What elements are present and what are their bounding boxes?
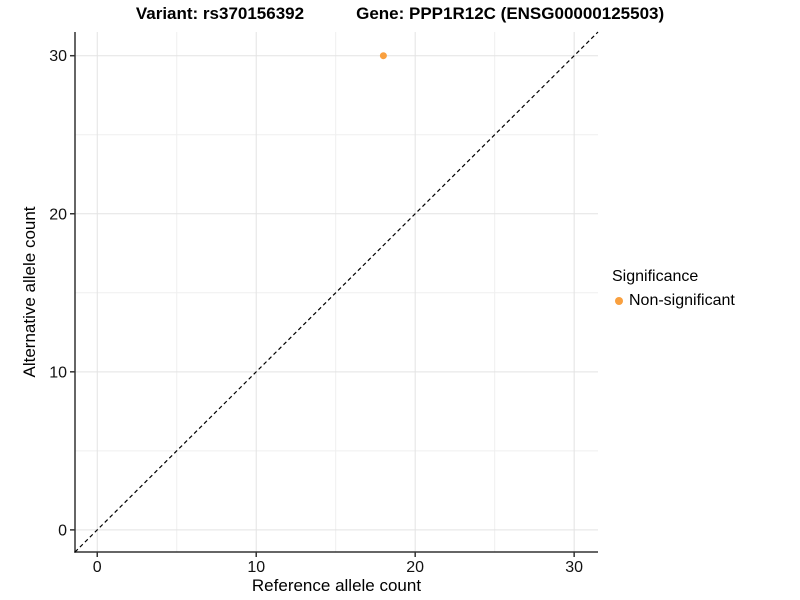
x-tick-label: 20 — [406, 559, 424, 576]
legend-point-icon — [615, 297, 623, 305]
plot-title-gene: Gene: PPP1R12C (ENSG00000125503) — [356, 4, 665, 23]
y-tick-label: 30 — [49, 48, 67, 65]
y-tick-label: 10 — [49, 364, 67, 381]
data-point — [379, 52, 387, 60]
legend-item-label: Non-significant — [629, 292, 735, 309]
y-tick-label: 0 — [58, 522, 67, 539]
x-tick-label: 10 — [247, 559, 265, 576]
y-tick-label: 20 — [49, 206, 67, 223]
legend: Significance Non-significant — [612, 268, 735, 310]
legend-title: Significance — [612, 268, 699, 285]
plot-title-variant: Variant: rs370156392 — [135, 4, 305, 23]
legend-item-non-significant: Non-significant — [615, 292, 735, 310]
x-tick-label: 30 — [565, 559, 583, 576]
x-axis-title: Reference allele count — [251, 576, 422, 595]
identity-dashed-line — [74, 31, 599, 553]
x-tick-label: 0 — [93, 559, 102, 576]
plot-title: Variant: rs370156392 Gene: PPP1R12C (ENS… — [0, 4, 800, 24]
